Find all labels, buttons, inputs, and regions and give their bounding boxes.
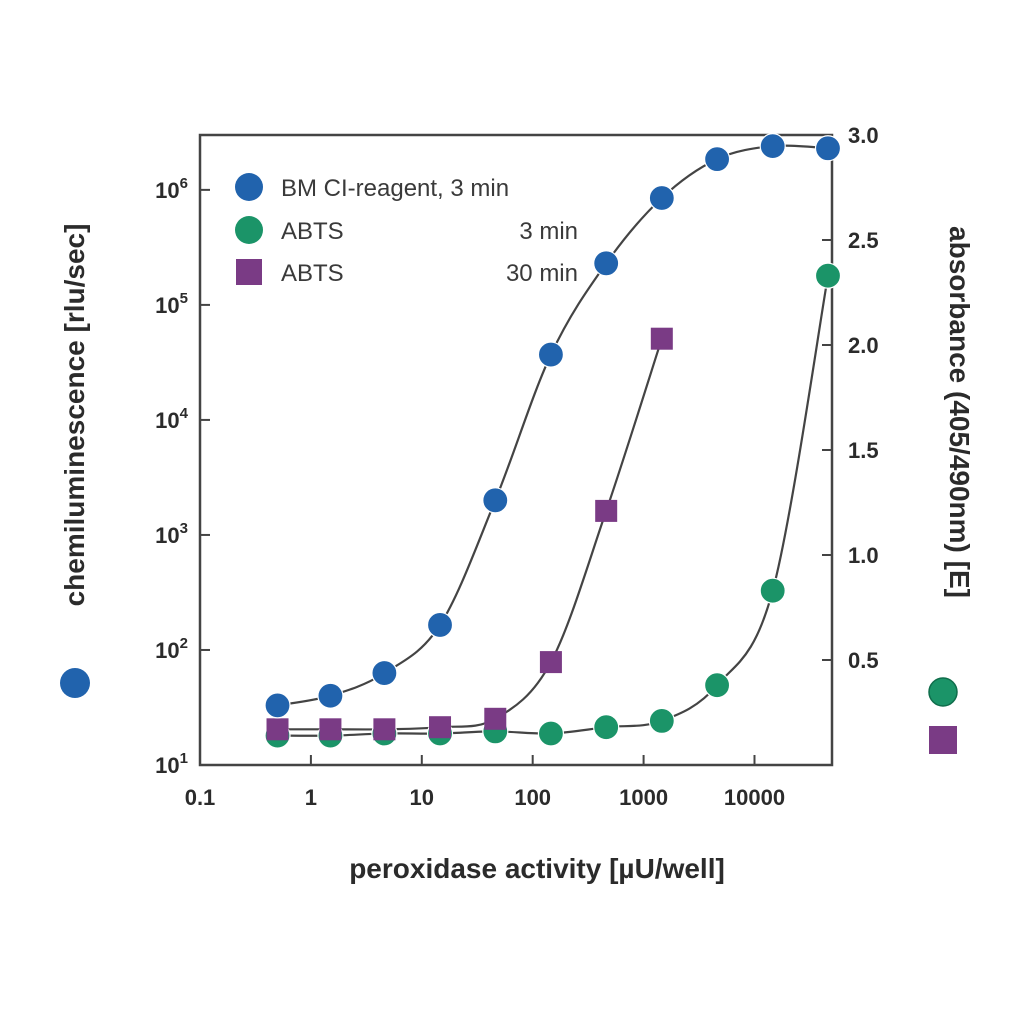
legend-marker — [235, 173, 263, 201]
y-left-tick-exponent: 1 — [180, 750, 188, 767]
x-tick-label: 1000 — [619, 785, 668, 810]
data-point-circle — [593, 714, 620, 741]
data-point-square — [373, 718, 396, 741]
y-left-tick-exponent: 6 — [180, 175, 188, 192]
x-tick-label: 10 — [410, 785, 434, 810]
data-point-square — [484, 707, 507, 730]
left-y-axis: 101 102 103 104 105 106 — [155, 175, 210, 778]
y-left-tick-exponent: 4 — [180, 405, 189, 422]
y-left-tick-label: 106 — [155, 175, 188, 203]
data-point-circle — [648, 184, 675, 212]
y-left-tick-label: 105 — [155, 290, 188, 318]
x-tick-label: 1 — [305, 785, 317, 810]
right-y-axis: 0.5 1.0 1.5 2.0 2.5 3.0 — [822, 123, 879, 673]
legend-label: ABTS — [281, 260, 344, 287]
y-right-tick-label: 0.5 — [848, 648, 879, 673]
right-axis-circle-marker — [928, 677, 958, 707]
legend: BM CI-reagent, 3 min ABTS 3 min ABTS 30 min — [235, 173, 578, 287]
legend-marker — [235, 216, 263, 244]
markers — [264, 133, 842, 749]
data-point-square — [539, 651, 562, 674]
data-point-circle — [317, 682, 344, 709]
data-point-circle — [759, 133, 786, 160]
y-right-tick-label: 3.0 — [848, 123, 879, 148]
y-right-tick-label: 1.0 — [848, 543, 879, 568]
y-right-tick-label: 2.5 — [848, 228, 879, 253]
legend-time: 3 min — [519, 218, 578, 245]
series-line — [277, 338, 663, 731]
legend-time: 30 min — [506, 260, 578, 287]
data-point-circle — [703, 146, 731, 173]
y-left-tick-exponent: 5 — [180, 290, 188, 307]
x-axis: 0.1 1 10 100 1000 10000 — [185, 755, 785, 810]
data-point-square — [429, 716, 452, 739]
left-axis-series-marker — [60, 668, 90, 698]
data-point-circle — [537, 720, 565, 747]
data-point-circle — [703, 672, 731, 699]
right-y-axis-title: absorbance (405/490nm) [E] — [944, 226, 975, 598]
data-point-square — [595, 499, 618, 522]
data-point-circle — [482, 487, 509, 514]
data-point-circle — [814, 262, 842, 289]
data-point-circle — [814, 135, 842, 162]
x-axis-title: peroxidase activity [µU/well] — [349, 853, 725, 884]
y-right-tick-label: 1.5 — [848, 438, 879, 463]
y-left-tick-label: 103 — [155, 520, 188, 548]
y-left-tick-label: 102 — [155, 635, 188, 663]
data-point-square — [650, 327, 673, 350]
right-axis-square-marker — [929, 726, 957, 754]
legend-marker — [236, 259, 262, 285]
data-point-circle — [648, 707, 675, 735]
y-left-tick-exponent: 2 — [180, 635, 188, 652]
data-point-circle — [371, 659, 398, 687]
x-tick-label: 0.1 — [185, 785, 216, 810]
data-point-square — [319, 718, 342, 741]
x-tick-label: 10000 — [724, 785, 785, 810]
data-point-circle — [759, 577, 786, 604]
data-point-square — [266, 718, 289, 741]
legend-label: ABTS — [281, 218, 344, 245]
data-point-circle — [264, 692, 291, 719]
data-point-circle — [537, 341, 565, 368]
x-tick-label: 100 — [514, 785, 551, 810]
y-left-tick-label: 101 — [155, 750, 188, 778]
left-y-axis-title: chemiluminescence [rlu/sec] — [59, 224, 90, 607]
data-point-circle — [593, 250, 620, 277]
y-right-tick-label: 2.0 — [848, 333, 879, 358]
data-point-circle — [426, 611, 454, 639]
y-left-tick-label: 104 — [155, 405, 188, 433]
y-left-tick-exponent: 3 — [180, 520, 188, 537]
legend-label: BM CI-reagent, 3 min — [281, 175, 509, 202]
